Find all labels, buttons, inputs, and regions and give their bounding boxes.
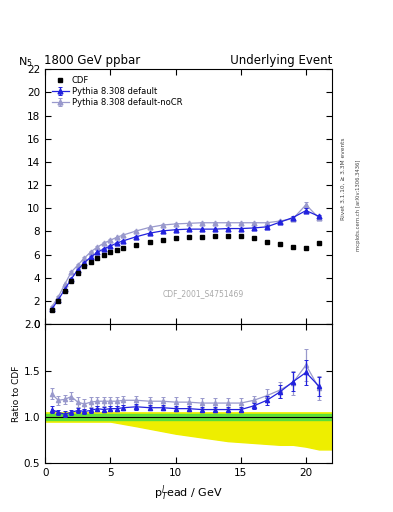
Y-axis label: Ratio to CDF: Ratio to CDF (12, 366, 21, 422)
Y-axis label: N$_5$: N$_5$ (18, 55, 33, 69)
X-axis label: p$_T^l$ead / GeV: p$_T^l$ead / GeV (154, 484, 223, 503)
Text: mcplots.cern.ch [arXiv:1306.3436]: mcplots.cern.ch [arXiv:1306.3436] (356, 159, 361, 250)
Title: 1800 GeV ppbar                        Underlying Event: 1800 GeV ppbar Underlying Event (44, 54, 333, 67)
Legend: CDF, Pythia 8.308 default, Pythia 8.308 default-noCR: CDF, Pythia 8.308 default, Pythia 8.308 … (50, 73, 185, 110)
Text: CDF_2001_S4751469: CDF_2001_S4751469 (162, 289, 244, 298)
Text: Rivet 3.1.10, ≥ 3.3M events: Rivet 3.1.10, ≥ 3.3M events (341, 138, 346, 221)
